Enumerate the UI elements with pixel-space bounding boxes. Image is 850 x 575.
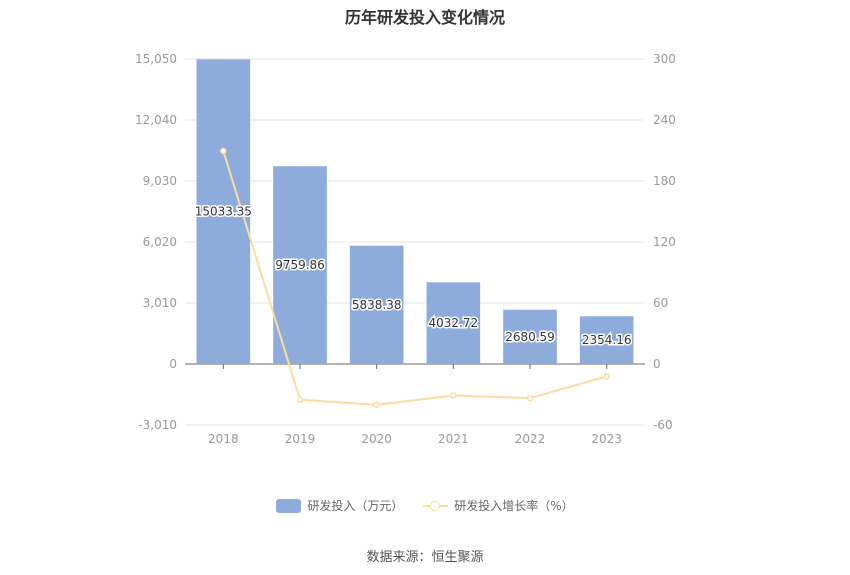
y-right-tick-label: 240 <box>653 113 676 127</box>
y-right-tick-label: -60 <box>653 418 673 432</box>
axis-layer: 15,050 12,040 9,030 6,020 3,010 0 -3,010 300 240… <box>135 52 676 446</box>
label-layer: 15033.35 9759.86 5838.38 4032.72 2680.59 2354… <box>193 203 633 348</box>
bar-value-label: 2354.16 <box>582 333 632 347</box>
bar-value-label: 4032.72 <box>429 316 479 330</box>
bar <box>579 316 634 364</box>
legend-line-swatch-icon <box>423 499 449 513</box>
bar-value-label: 5838.38 <box>352 298 402 312</box>
y-right-tick-label: 60 <box>653 296 668 310</box>
growth-point <box>373 401 380 409</box>
bar <box>273 166 327 364</box>
bar-value-label: 15033.35 <box>195 205 252 219</box>
y-left-tick-label: 15,050 <box>135 52 177 66</box>
bar-layer <box>196 59 634 364</box>
y-left-tick-label: 6,020 <box>143 235 177 249</box>
line-layer <box>220 147 610 409</box>
y-right-tick-label: 0 <box>653 357 661 371</box>
growth-point <box>296 396 304 403</box>
y-left-tick-label: -3,010 <box>138 418 177 432</box>
growth-point <box>220 147 227 155</box>
x-tick-label: 2021 <box>438 432 469 446</box>
bar <box>426 282 481 364</box>
x-tick-label: 2020 <box>361 432 392 446</box>
x-tick-label: 2019 <box>285 432 316 446</box>
legend: 研发投入（万元） 研发投入增长率（%） <box>0 497 850 516</box>
legend-line-label: 研发投入增长率（%） <box>454 499 574 513</box>
y-left-tick-label: 12,040 <box>135 113 177 127</box>
y-right-tick-label: 300 <box>653 52 676 66</box>
bar <box>349 245 404 364</box>
growth-line <box>222 150 607 406</box>
legend-item-bar[interactable]: 研发投入（万元） <box>276 497 403 514</box>
growth-point <box>526 394 534 402</box>
bar-value-label: 9759.86 <box>275 258 325 272</box>
growth-point <box>603 373 610 380</box>
growth-point <box>450 392 457 399</box>
y-left-tick-label: 9,030 <box>143 174 177 188</box>
chart-svg: 15,050 12,040 9,030 6,020 3,010 0 -3,010 300 240… <box>135 52 676 446</box>
legend-bar-label: 研发投入（万元） <box>307 499 404 513</box>
bar <box>503 309 557 364</box>
source-note: 数据来源：恒生聚源 <box>366 550 484 565</box>
chart-title: 历年研发投入变化情况 <box>344 8 505 27</box>
grid-layer <box>185 58 645 426</box>
y-left-tick-label: 0 <box>169 357 177 371</box>
y-left-tick-label: 3,010 <box>143 296 177 310</box>
x-tick-label: 2018 <box>208 432 239 446</box>
legend-bar-swatch-icon <box>276 498 302 513</box>
x-tick-label: 2023 <box>591 432 622 446</box>
bar-value-label: 2680.59 <box>505 330 555 344</box>
legend-item-line[interactable]: 研发投入增长率（%） <box>423 497 574 514</box>
x-tick-label: 2022 <box>515 432 546 446</box>
y-right-tick-label: 180 <box>653 174 676 188</box>
y-right-tick-label: 120 <box>653 235 676 249</box>
